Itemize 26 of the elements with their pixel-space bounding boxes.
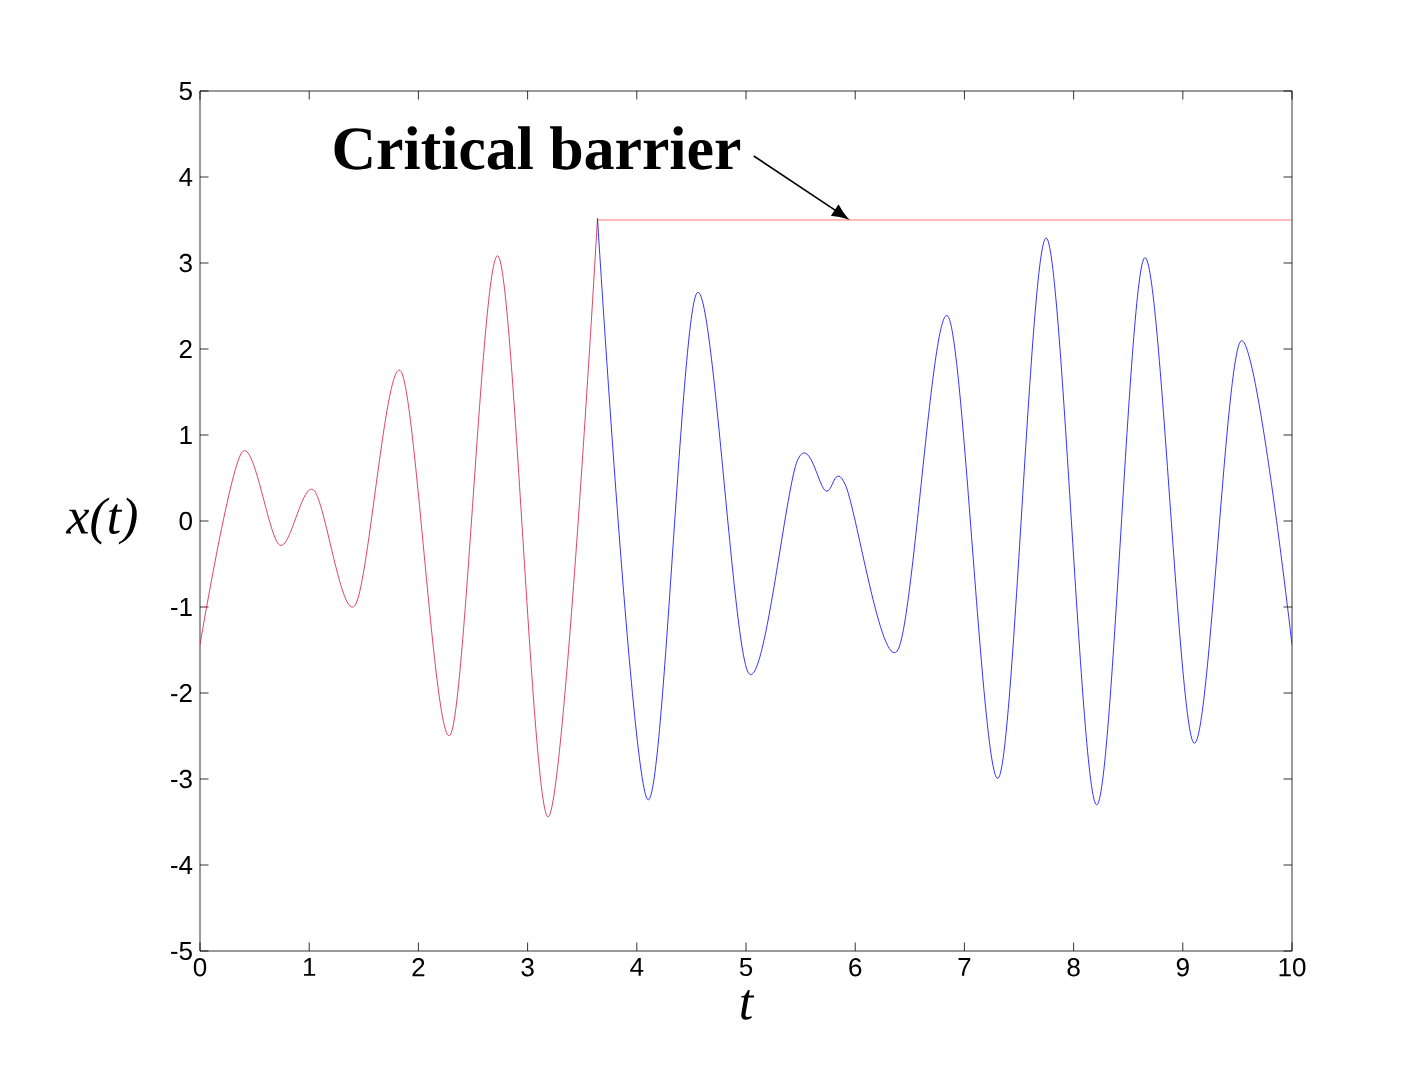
x-tick-label: 5 [739,958,753,977]
y-tick-label: 1 [180,426,192,444]
y-axis-title: x(t) [65,497,137,545]
y-tick-label: 3 [179,253,192,273]
annotation: Critical barrier [334,126,741,170]
y-tick-label: -3 [171,769,192,789]
y-tick-label: -5 [171,941,192,961]
y-tick-label: 2 [179,339,192,359]
x-tick-label: 8 [1067,958,1080,977]
x-tick-label: 2 [412,958,425,977]
x-tick-label: 3 [521,958,534,977]
y-tick-label: 0 [179,511,192,531]
x-tick-label: 10 [1279,958,1306,977]
x-tick-label: 1 [303,958,316,976]
x-axis-title: t [741,990,755,1020]
x-tick-label: 4 [630,958,644,976]
y-tick-label: -4 [171,856,193,874]
x-tick-label: 0 [193,958,207,977]
y-tick-label: -2 [171,683,192,703]
x-tick-label: 7 [958,958,971,976]
y-tick-label: 5 [179,81,192,101]
x-tick-label: 9 [1176,958,1189,977]
y-tick-label: 4 [179,168,193,186]
y-tick-label: -1 [171,598,192,616]
line-series [597,217,1293,806]
x-tick-label: 6 [849,958,862,977]
